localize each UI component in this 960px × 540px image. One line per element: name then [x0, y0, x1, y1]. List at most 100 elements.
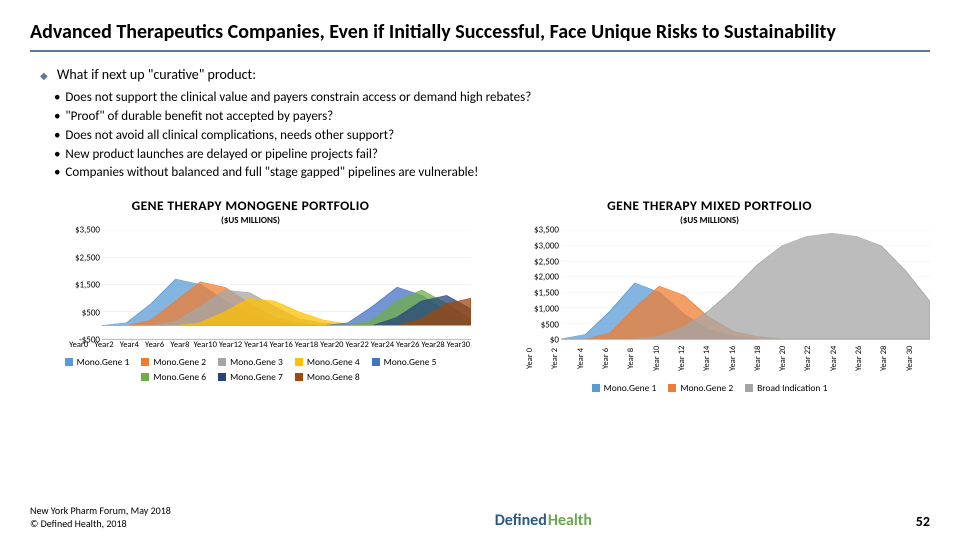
legend-label: Mono.Gene 7 — [230, 371, 283, 383]
y-tick: $3,500 — [75, 225, 100, 236]
x-tick: Year16 — [269, 340, 294, 350]
chart-mixed: GENE THERAPY MIXED PORTFOLIO ($US MILLIO… — [489, 197, 930, 394]
title-rule — [30, 50, 930, 52]
legend-swatch — [218, 358, 226, 366]
legend-label: Mono.Gene 8 — [307, 371, 360, 383]
x-tick: Year 6 — [601, 340, 626, 376]
legend-swatch — [668, 384, 676, 392]
bullet-item: Companies without balanced and full "sta… — [66, 164, 930, 183]
y-tick: $2,500 — [534, 256, 559, 267]
chart-monogene: GENE THERAPY MONOGENE PORTFOLIO ($US MIL… — [30, 197, 471, 394]
legend-item: Mono.Gene 2 — [668, 382, 733, 394]
x-tick: Year22 — [344, 340, 369, 350]
x-axis: Year0Year2Year4Year6Year8Year10Year12Yea… — [66, 340, 471, 350]
diamond-bullet: ◆ — [40, 69, 48, 82]
legend-item: Broad Indication 1 — [745, 382, 827, 394]
x-tick: Year30 — [446, 340, 471, 350]
plot: $3,500$2,500$1,500$500-$500 — [66, 230, 471, 340]
x-tick: Year12 — [218, 340, 243, 350]
x-tick: Year4 — [117, 340, 142, 350]
legend-swatch — [141, 373, 149, 381]
legend-label: Mono.Gene 4 — [307, 356, 360, 368]
legend-label: Broad Indication 1 — [757, 382, 827, 394]
legend-swatch — [372, 358, 380, 366]
x-tick: Year 22 — [803, 340, 828, 376]
footer: New York Pharm Forum, May 2018 © Defined… — [30, 504, 930, 530]
y-tick: $1,500 — [75, 280, 100, 291]
x-tick: Year6 — [142, 340, 167, 350]
lead-line: ◆ What if next up "curative" product: — [40, 66, 930, 83]
bullet-item: "Proof" of durable benefit not accepted … — [66, 108, 930, 127]
x-tick: Year 12 — [677, 340, 702, 376]
legend-swatch — [592, 384, 600, 392]
x-tick: Year 10 — [652, 340, 677, 376]
x-tick: Year10 — [193, 340, 218, 350]
x-tick: Year 14 — [702, 340, 727, 376]
legend-swatch — [745, 384, 753, 392]
x-tick: Year28 — [420, 340, 445, 350]
plot: $3,500$3,000$2,500$2,000$1,500$1,000$500… — [525, 230, 930, 340]
lead-text: What if next up "curative" product: — [57, 66, 256, 83]
y-tick: -$500 — [79, 335, 100, 346]
x-tick: Year8 — [167, 340, 192, 350]
page-title: Advanced Therapeutics Companies, Even if… — [30, 20, 930, 44]
x-tick: Year24 — [370, 340, 395, 350]
legend-swatch — [295, 373, 303, 381]
legend-item: Mono.Gene 7 — [218, 371, 283, 383]
x-tick: Year 2 — [550, 340, 575, 376]
x-tick: Year 18 — [753, 340, 778, 376]
legend-item: Mono.Gene 5 — [372, 356, 437, 368]
logo-part1: Defined — [495, 511, 547, 530]
bullet-item: Does not support the clinical value and … — [66, 89, 930, 108]
chart-title: GENE THERAPY MIXED PORTFOLIO — [489, 197, 930, 214]
x-tick: Year 0 — [525, 340, 550, 376]
y-tick: $3,000 — [534, 240, 559, 251]
charts-row: GENE THERAPY MONOGENE PORTFOLIO ($US MIL… — [30, 197, 930, 394]
logo-part2: Health — [548, 511, 592, 530]
plot-area — [102, 230, 471, 340]
y-tick: $1,000 — [534, 303, 559, 314]
x-tick: Year 8 — [626, 340, 651, 376]
legend-swatch — [295, 358, 303, 366]
x-tick: Year26 — [395, 340, 420, 350]
y-tick: $500 — [541, 319, 559, 330]
bullet-list: Does not support the clinical value and … — [66, 89, 930, 183]
legend-label: Mono.Gene 1 — [77, 356, 130, 368]
legend-item: Mono.Gene 8 — [295, 371, 360, 383]
footer-left: New York Pharm Forum, May 2018 © Defined… — [30, 504, 171, 530]
y-tick: $1,500 — [534, 288, 559, 299]
legend-item: Mono.Gene 2 — [141, 356, 206, 368]
legend-label: Mono.Gene 2 — [153, 356, 206, 368]
x-tick: Year 16 — [728, 340, 753, 376]
y-axis: $3,500$3,000$2,500$2,000$1,500$1,000$500… — [525, 230, 561, 340]
bullet-item: Does not avoid all clinical complication… — [66, 127, 930, 146]
x-tick: Year20 — [319, 340, 344, 350]
legend-item: Mono.Gene 4 — [295, 356, 360, 368]
y-tick: $500 — [82, 307, 100, 318]
page-number: 52 — [916, 513, 930, 530]
x-axis: Year 0Year 2Year 4Year 6Year 8Year 10Yea… — [525, 340, 930, 376]
legend-label: Mono.Gene 6 — [153, 371, 206, 383]
y-tick: $2,500 — [75, 252, 100, 263]
x-tick: Year 24 — [829, 340, 854, 376]
area-svg — [561, 230, 930, 339]
footer-line: New York Pharm Forum, May 2018 — [30, 504, 171, 517]
x-tick: Year14 — [243, 340, 268, 350]
legend-item: Mono.Gene 6 — [141, 371, 206, 383]
legend-label: Mono.Gene 2 — [680, 382, 733, 394]
bullet-item: New product launches are delayed or pipe… — [66, 146, 930, 165]
legend-swatch — [65, 358, 73, 366]
legend: Mono.Gene 1 Mono.Gene 2 Mono.Gene 3 Mono.Ge… — [30, 356, 471, 383]
legend: Mono.Gene 1Mono.Gene 2Broad Indication 1 — [489, 382, 930, 394]
x-tick: Year 4 — [576, 340, 601, 376]
x-tick: Year18 — [294, 340, 319, 350]
x-tick: Year 30 — [905, 340, 930, 376]
footer-line: © Defined Health, 2018 — [30, 517, 171, 530]
area-svg — [102, 230, 471, 339]
logo: DefinedHealth — [495, 511, 592, 530]
chart-title: GENE THERAPY MONOGENE PORTFOLIO — [30, 197, 471, 214]
legend-swatch — [218, 373, 226, 381]
legend-label: Mono.Gene 3 — [230, 356, 283, 368]
x-tick: Year 20 — [778, 340, 803, 376]
x-tick: Year 26 — [854, 340, 879, 376]
